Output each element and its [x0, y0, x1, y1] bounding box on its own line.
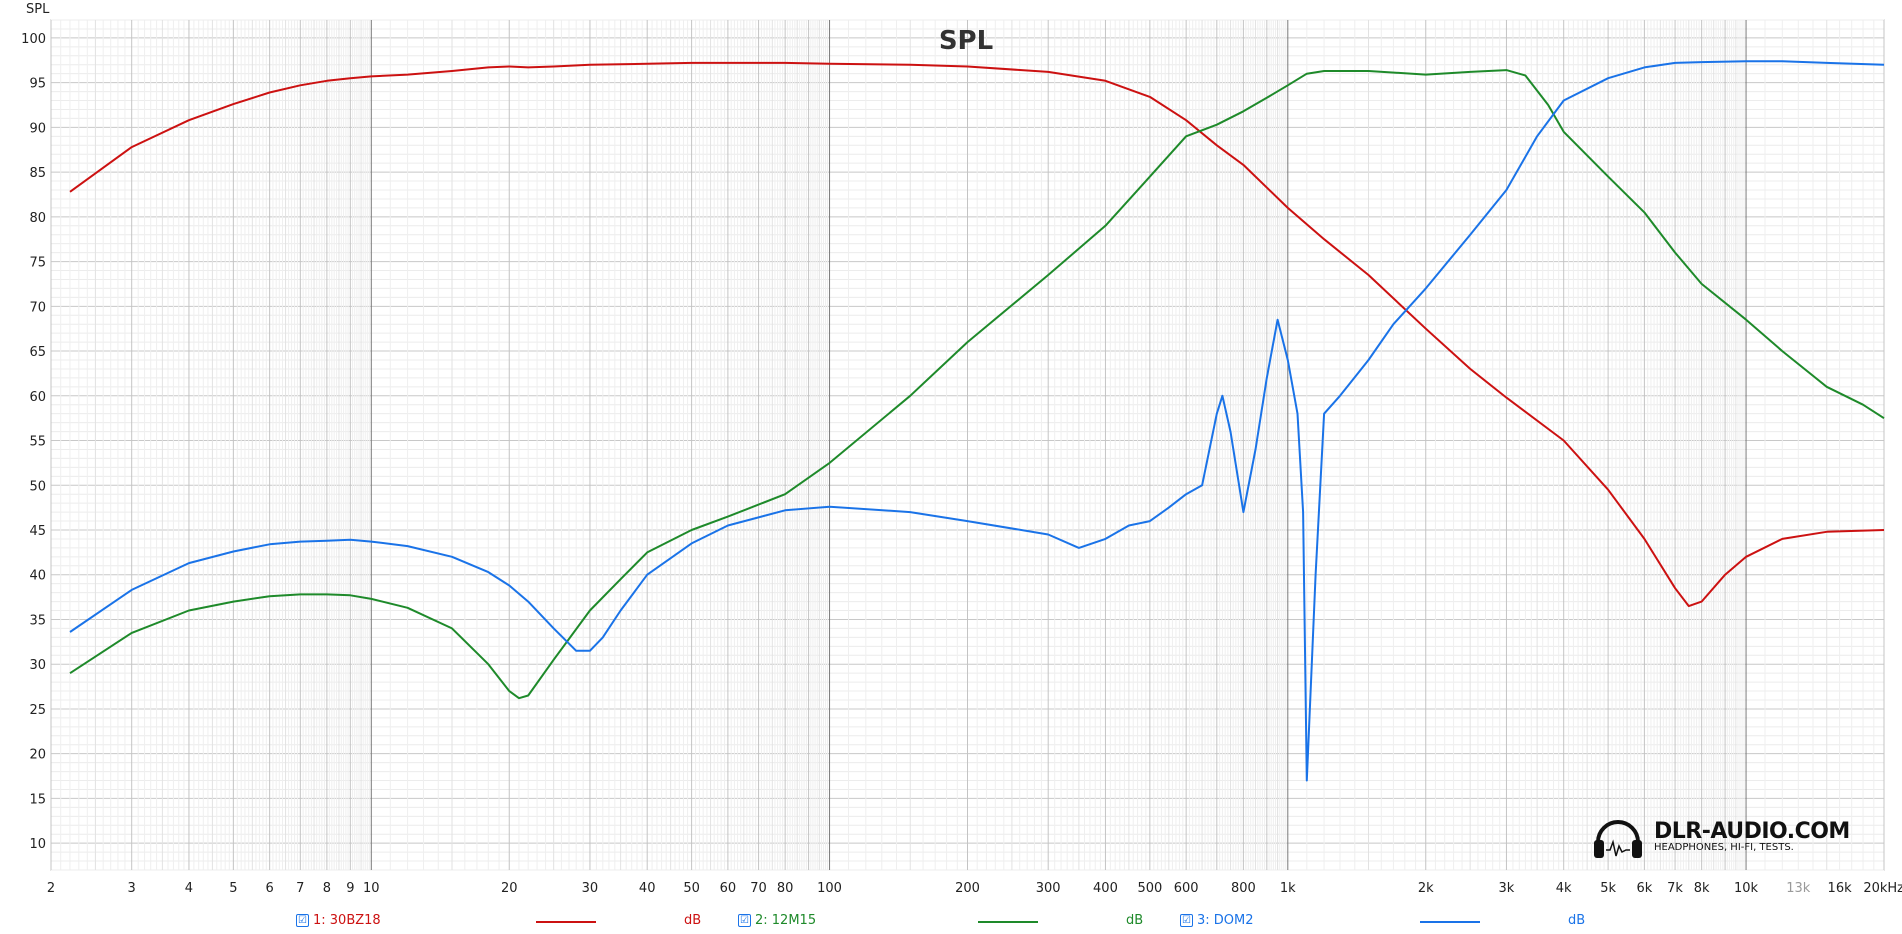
legend-swatch-blue: [1420, 921, 1480, 923]
x-tick-label: 20kHz: [1863, 881, 1902, 896]
chart-title: SPL: [939, 26, 993, 56]
y-tick-label: 75: [29, 256, 46, 271]
x-tick-label: 100: [817, 881, 842, 896]
x-tick-label: 1k: [1280, 881, 1296, 896]
y-tick-label: 50: [29, 479, 46, 494]
headphones-icon: [1594, 820, 1642, 858]
series-line-1: [69, 61, 1885, 608]
chart-series: [69, 60, 1885, 782]
y-tick-label: 90: [29, 121, 46, 136]
legend-unit: dB: [684, 913, 702, 928]
legend-label: 2: 12M15: [755, 913, 817, 928]
chart-legend: ☑ 1: 30BZ18 dB ☑ 2: 12M15 dB ☑ 3: DOM2 d…: [0, 910, 1902, 932]
x-tick-label: 3k: [1499, 881, 1515, 896]
x-tick-label: 600: [1174, 881, 1199, 896]
series-line-2: [69, 69, 1885, 700]
y-tick-label: 30: [29, 658, 46, 673]
x-tick-label: 20: [501, 881, 518, 896]
x-tick-label: 16k: [1828, 881, 1853, 896]
x-tick-label: 50: [683, 881, 700, 896]
x-tick-label: 5k: [1600, 881, 1616, 896]
y-tick-label: 85: [29, 166, 46, 181]
legend-label: 1: 30BZ18: [313, 913, 381, 928]
checkbox-icon[interactable]: ☑: [1180, 914, 1193, 927]
legend-item-12m15[interactable]: ☑ 2: 12M15: [738, 913, 816, 928]
x-tick-label: 400: [1093, 881, 1118, 896]
series-line-3: [69, 60, 1885, 782]
y-tick-label: 15: [29, 792, 46, 807]
y-tick-label: 65: [29, 345, 46, 360]
y-tick-label: 55: [29, 435, 46, 450]
watermark-logo: DLR-AUDIO.COM HEADPHONES, HI-FI, TESTS.: [1590, 808, 1850, 864]
y-tick-label: 80: [29, 211, 46, 226]
y-axis: 10 15 20 25 30 35 40 45 50 55 60 65 70 75 80 85 90 95 100: [21, 32, 46, 852]
legend-swatch-red: [536, 921, 596, 923]
x-tick-label: 200: [955, 881, 980, 896]
x-tick-label: 2: [47, 881, 55, 896]
x-tick-label: 8k: [1694, 881, 1710, 896]
x-tick-label: 9: [346, 881, 354, 896]
y-tick-label: 60: [29, 390, 46, 405]
x-tick-label: 500: [1137, 881, 1162, 896]
x-tick-label: 300: [1036, 881, 1061, 896]
y-tick-label: 100: [21, 32, 46, 47]
x-tick-label: 40: [639, 881, 656, 896]
x-tick-label: 800: [1231, 881, 1256, 896]
y-tick-label: 35: [29, 613, 46, 628]
x-tick-label: 70: [750, 881, 767, 896]
x-tick-label: 10k: [1734, 881, 1759, 896]
x-tick-label: 4k: [1556, 881, 1572, 896]
x-tick-label: 7: [296, 881, 304, 896]
legend-unit: dB: [1126, 913, 1144, 928]
chart-grid: [50, 19, 1885, 871]
legend-swatch-green: [978, 921, 1038, 923]
legend-unit: dB: [1568, 913, 1586, 928]
x-tick-label: 7k: [1667, 881, 1683, 896]
x-tick-label: 4: [185, 881, 193, 896]
checkbox-icon[interactable]: ☑: [738, 914, 751, 927]
x-axis: 2 3 4 5 6 7 8 9 10 20 30 40 50 60 70 80 100 200 300 400 500 6…: [47, 881, 1902, 896]
y-tick-label: 10: [29, 837, 46, 852]
x-tick-label: 5: [229, 881, 237, 896]
legend-item-30bz18[interactable]: ☑ 1: 30BZ18: [296, 913, 381, 928]
x-tick-label: 30: [582, 881, 599, 896]
x-tick-label: 8: [323, 881, 331, 896]
y-tick-label: 20: [29, 748, 46, 763]
legend-item-dom2[interactable]: ☑ 3: DOM2: [1180, 913, 1254, 928]
x-tick-label: 6: [266, 881, 274, 896]
legend-label: 3: DOM2: [1197, 913, 1254, 928]
y-axis-title: SPL: [26, 2, 50, 17]
x-tick-label: 60: [720, 881, 737, 896]
watermark-tagline: HEADPHONES, HI-FI, TESTS.: [1654, 842, 1794, 853]
x-tick-label: 3: [128, 881, 136, 896]
x-tick-label: 2k: [1418, 881, 1434, 896]
x-tick-label: 10: [363, 881, 380, 896]
y-tick-label: 45: [29, 524, 46, 539]
y-tick-label: 95: [29, 77, 46, 92]
spl-chart: 101520253035404550556065707580859095100 …: [21, 2, 1902, 896]
watermark-name: DLR-AUDIO.COM: [1654, 819, 1850, 844]
y-tick-label: 70: [29, 300, 46, 315]
checkbox-icon[interactable]: ☑: [296, 914, 309, 927]
y-tick-label: 40: [29, 569, 46, 584]
y-tick-label: 25: [29, 703, 46, 718]
x-tick-label: 13k: [1786, 881, 1811, 896]
x-tick-label: 80: [777, 881, 794, 896]
x-tick-label: 6k: [1636, 881, 1652, 896]
